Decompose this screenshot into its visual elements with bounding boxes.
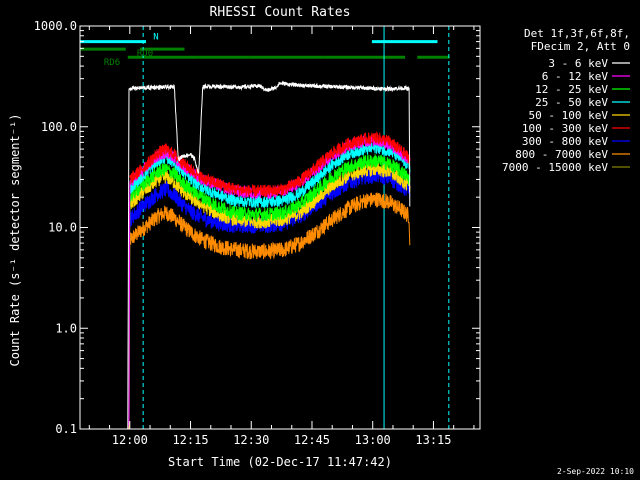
legend-label: 12 - 25 keV: [535, 83, 608, 96]
x-tick-label: 13:00: [355, 433, 391, 447]
series-line-800-7000-kev: [127, 192, 411, 429]
plot-clipped-group: [80, 26, 450, 429]
flag-label-n: N: [153, 33, 158, 43]
footer-date: 2-Sep-2022 10:10: [557, 467, 634, 476]
y-tick-label: 10.0: [48, 221, 77, 235]
legend-header-line-1: Det 1f,3f,6f,8f,: [524, 27, 630, 40]
legend-label: 6 - 12 keV: [542, 70, 609, 83]
legend-label: 3 - 6 keV: [548, 57, 608, 70]
flag-label-rd0: RD0: [137, 49, 153, 59]
x-tick-label: 12:30: [233, 433, 269, 447]
legend-header-line-2: FDecim 2, Att 0: [531, 40, 630, 53]
y-tick-label: 1.0: [55, 321, 77, 335]
legend-label: 300 - 800 keV: [522, 135, 608, 148]
chart-title: RHESSI Count Rates: [210, 5, 351, 20]
x-tick-label: 12:15: [172, 433, 208, 447]
legend-label: 7000 - 15000 keV: [502, 161, 608, 174]
x-tick-label: 12:00: [112, 433, 148, 447]
series-line-3-6-kev: [127, 80, 411, 429]
y-tick-label: 100.0: [41, 120, 77, 134]
axes: 0.1 1.0 10.0 100.0 1000.0 12:00 12:15 12:30 12:4…: [34, 19, 481, 447]
flag-label-rd6: RD6: [104, 58, 120, 68]
legend-label: 100 - 300 keV: [522, 122, 608, 135]
series-line-12-25-kev: [127, 154, 411, 429]
y-tick-label: 0.1: [55, 422, 77, 436]
legend-label: 800 - 7000 keV: [515, 148, 608, 161]
y-axis-label: Count Rate (s⁻¹ detector segment⁻¹): [8, 114, 22, 367]
legend-label: 50 - 100 keV: [529, 109, 609, 122]
legend-label: 25 - 50 keV: [535, 96, 608, 109]
x-tick-label: 13:15: [415, 433, 451, 447]
x-axis-label: Start Time (02-Dec-17 11:47:42): [168, 455, 392, 469]
y-tick-label: 1000.0: [34, 19, 77, 33]
x-tick-label: 12:45: [294, 433, 330, 447]
series-line-100-300-kev: [129, 131, 411, 198]
